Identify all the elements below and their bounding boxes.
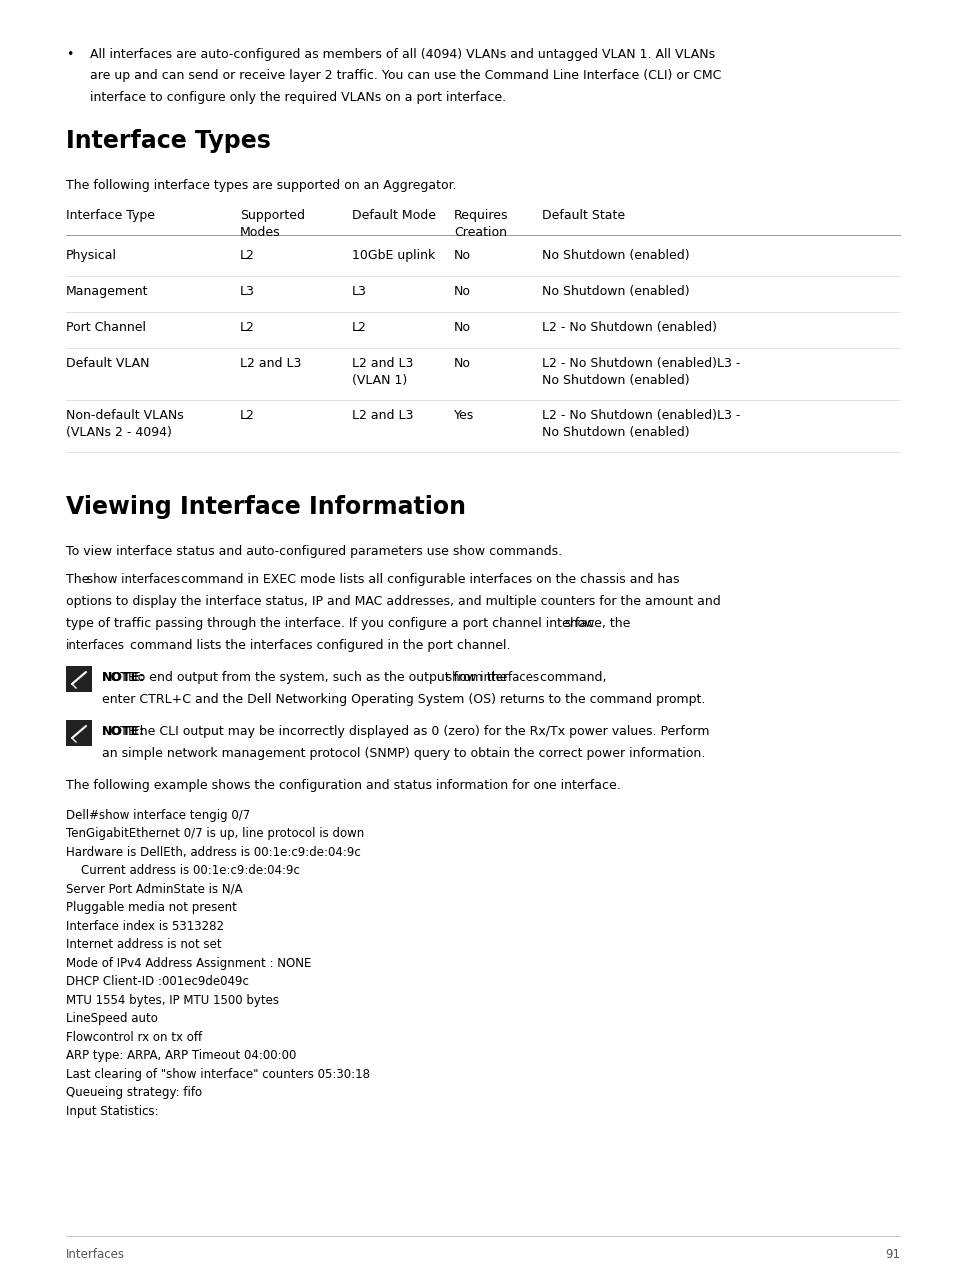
Text: The following example shows the configuration and status information for one int: The following example shows the configur… — [66, 779, 620, 792]
Text: Interface Type: Interface Type — [66, 209, 154, 222]
Text: L2: L2 — [240, 321, 254, 333]
Text: L2 - No Shutdown (enabled): L2 - No Shutdown (enabled) — [541, 321, 717, 333]
Text: No: No — [454, 358, 471, 370]
Text: Default State: Default State — [541, 209, 624, 222]
Text: Current address is 00:1e:c9:de:04:9c: Current address is 00:1e:c9:de:04:9c — [66, 865, 299, 877]
Text: an simple network management protocol (SNMP) query to obtain the correct power i: an simple network management protocol (S… — [102, 747, 704, 760]
Text: Port Channel: Port Channel — [66, 321, 146, 333]
Text: The: The — [66, 573, 93, 586]
Text: options to display the interface status, IP and MAC addresses, and multiple coun: options to display the interface status,… — [66, 595, 720, 607]
Text: L3: L3 — [352, 285, 367, 298]
Text: Management: Management — [66, 285, 149, 298]
Text: Requires
Creation: Requires Creation — [454, 209, 508, 238]
Text: Physical: Physical — [66, 249, 117, 262]
Text: •: • — [66, 48, 73, 61]
Text: L2 - No Shutdown (enabled)L3 -
No Shutdown (enabled): L2 - No Shutdown (enabled)L3 - No Shutdo… — [541, 410, 740, 439]
Text: interface to configure only the required VLANs on a port interface.: interface to configure only the required… — [90, 91, 506, 104]
Text: To view interface status and auto-configured parameters use show commands.: To view interface status and auto-config… — [66, 545, 561, 558]
Text: command in EXEC mode lists all configurable interfaces on the chassis and has: command in EXEC mode lists all configura… — [177, 573, 679, 586]
Text: L2 and L3
(VLAN 1): L2 and L3 (VLAN 1) — [352, 358, 413, 387]
Text: Input Statistics:: Input Statistics: — [66, 1104, 158, 1118]
Text: Interface index is 5313282: Interface index is 5313282 — [66, 921, 224, 933]
Text: command,: command, — [536, 671, 606, 683]
Text: interfaces: interfaces — [66, 639, 125, 652]
Text: L3: L3 — [240, 285, 254, 298]
Text: Viewing Interface Information: Viewing Interface Information — [66, 495, 465, 519]
Text: Interface Types: Interface Types — [66, 129, 271, 153]
Text: Last clearing of "show interface" counters 05:30:18: Last clearing of "show interface" counte… — [66, 1068, 370, 1082]
Text: No: No — [454, 249, 471, 262]
Text: Interfaces: Interfaces — [66, 1248, 125, 1260]
Text: LineSpeed auto: LineSpeed auto — [66, 1013, 157, 1026]
Text: No: No — [454, 321, 471, 333]
Text: L2 and L3: L2 and L3 — [352, 410, 413, 422]
Text: show interfaces: show interfaces — [446, 671, 539, 683]
Text: NOTE:: NOTE: — [102, 671, 145, 683]
Bar — [66, 666, 91, 692]
Text: NOTE:: NOTE: — [102, 725, 145, 738]
Text: DHCP Client-ID :001ec9de049c: DHCP Client-ID :001ec9de049c — [66, 975, 249, 989]
Text: L2: L2 — [352, 321, 367, 333]
Text: are up and can send or receive layer 2 traffic. You can use the Command Line Int: are up and can send or receive layer 2 t… — [90, 70, 720, 82]
Text: The CLI output may be incorrectly displayed as 0 (zero) for the Rx/Tx power valu: The CLI output may be incorrectly displa… — [129, 725, 709, 738]
Text: Default VLAN: Default VLAN — [66, 358, 150, 370]
Text: Internet address is not set: Internet address is not set — [66, 938, 221, 951]
Text: The following interface types are supported on an Aggregator.: The following interface types are suppor… — [66, 179, 456, 191]
Text: Supported
Modes: Supported Modes — [240, 209, 305, 238]
Text: L2 - No Shutdown (enabled)L3 -
No Shutdown (enabled): L2 - No Shutdown (enabled)L3 - No Shutdo… — [541, 358, 740, 387]
Text: command lists the interfaces configured in the port channel.: command lists the interfaces configured … — [126, 639, 510, 652]
Text: show interfaces: show interfaces — [87, 573, 180, 586]
Text: 91: 91 — [884, 1248, 899, 1260]
Text: enter CTRL+C and the Dell Networking Operating System (OS) returns to the comman: enter CTRL+C and the Dell Networking Ope… — [102, 694, 704, 706]
Text: L2: L2 — [240, 249, 254, 262]
Text: Queueing strategy: fifo: Queueing strategy: fifo — [66, 1087, 202, 1099]
Text: L2: L2 — [240, 410, 254, 422]
Text: show: show — [563, 618, 594, 630]
Text: Default Mode: Default Mode — [352, 209, 436, 222]
Text: All interfaces are auto-configured as members of all (4094) VLANs and untagged V: All interfaces are auto-configured as me… — [90, 48, 715, 61]
Text: Non-default VLANs
(VLANs 2 - 4094): Non-default VLANs (VLANs 2 - 4094) — [66, 410, 184, 439]
Text: Hardware is DellEth, address is 00:1e:c9:de:04:9c: Hardware is DellEth, address is 00:1e:c9… — [66, 846, 360, 858]
Bar — [66, 720, 91, 746]
Text: No Shutdown (enabled): No Shutdown (enabled) — [541, 285, 689, 298]
Text: Yes: Yes — [454, 410, 474, 422]
Text: type of traffic passing through the interface. If you configure a port channel i: type of traffic passing through the inte… — [66, 618, 634, 630]
Text: Server Port AdminState is N/A: Server Port AdminState is N/A — [66, 883, 242, 896]
Text: TenGigabitEthernet 0/7 is up, line protocol is down: TenGigabitEthernet 0/7 is up, line proto… — [66, 828, 364, 841]
Text: L2 and L3: L2 and L3 — [240, 358, 301, 370]
Text: NOTE:: NOTE: — [102, 725, 141, 738]
Text: MTU 1554 bytes, IP MTU 1500 bytes: MTU 1554 bytes, IP MTU 1500 bytes — [66, 994, 278, 1007]
Text: To end output from the system, such as the output from the: To end output from the system, such as t… — [129, 671, 511, 683]
Text: Flowcontrol rx on tx off: Flowcontrol rx on tx off — [66, 1031, 202, 1044]
Text: NOTE:: NOTE: — [102, 671, 141, 683]
Text: Pluggable media not present: Pluggable media not present — [66, 902, 236, 914]
Text: ARP type: ARPA, ARP Timeout 04:00:00: ARP type: ARPA, ARP Timeout 04:00:00 — [66, 1050, 296, 1063]
Text: 10GbE uplink: 10GbE uplink — [352, 249, 435, 262]
Text: Dell#show interface tengig 0/7: Dell#show interface tengig 0/7 — [66, 809, 250, 822]
Text: No: No — [454, 285, 471, 298]
Text: Mode of IPv4 Address Assignment : NONE: Mode of IPv4 Address Assignment : NONE — [66, 957, 311, 970]
Text: No Shutdown (enabled): No Shutdown (enabled) — [541, 249, 689, 262]
